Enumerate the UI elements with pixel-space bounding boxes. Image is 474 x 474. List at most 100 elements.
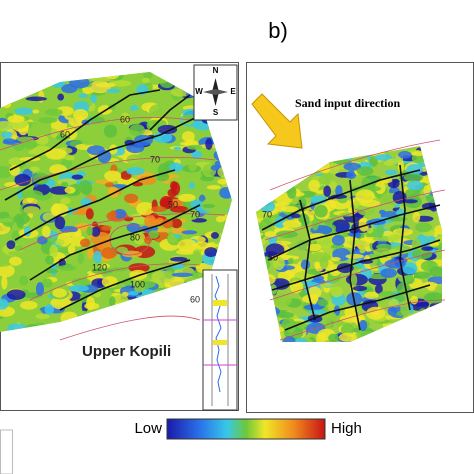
texture-blob xyxy=(85,208,94,220)
contour-label: 120 xyxy=(92,262,107,272)
texture-blob xyxy=(167,188,177,198)
texture-blob xyxy=(186,144,203,150)
texture-blob xyxy=(45,108,63,116)
texture-blob xyxy=(25,96,47,102)
texture-blob xyxy=(136,201,155,216)
texture-blob xyxy=(264,231,277,238)
texture-blob xyxy=(204,247,218,258)
contour-label: 80 xyxy=(130,232,140,242)
texture-blob xyxy=(406,180,424,191)
texture-blob xyxy=(161,218,174,229)
texture-blob xyxy=(44,304,55,315)
texture-blob xyxy=(81,119,90,125)
texture-blob xyxy=(0,298,9,310)
texture-blob xyxy=(178,193,196,202)
texture-blob xyxy=(437,242,442,252)
texture-blob xyxy=(111,295,129,304)
texture-blob xyxy=(42,278,53,288)
texture-blob xyxy=(179,141,197,146)
texture-blob xyxy=(133,231,146,245)
contours xyxy=(0,116,446,341)
texture-blob xyxy=(359,246,366,254)
texture-blob xyxy=(396,228,404,235)
texture-blob xyxy=(91,226,101,237)
texture-blob xyxy=(415,222,432,233)
texture-blob xyxy=(385,169,398,176)
texture-blob xyxy=(287,257,295,265)
formation-label: Upper Kopili xyxy=(82,343,171,360)
texture-blob xyxy=(319,255,329,270)
panel-label: b) xyxy=(268,18,288,43)
texture-blob xyxy=(314,204,328,218)
texture-blob xyxy=(290,213,301,219)
texture-blob xyxy=(144,215,157,228)
texture-blob xyxy=(45,148,67,160)
texture-blob xyxy=(148,230,160,239)
texture-blob xyxy=(374,284,383,294)
texture-blob xyxy=(421,246,434,251)
texture-blob xyxy=(366,306,386,320)
texture-blob xyxy=(217,178,228,185)
texture-blob xyxy=(54,216,66,230)
texture-blob xyxy=(86,296,95,311)
contour-label: 70 xyxy=(150,154,160,164)
texture-blob xyxy=(182,114,194,119)
contour-label: 60 xyxy=(60,129,70,139)
texture-blob xyxy=(14,107,34,115)
texture-blob xyxy=(308,286,322,299)
texture-blob xyxy=(73,108,89,121)
texture-blob xyxy=(164,269,175,279)
texture-blob xyxy=(387,306,397,316)
texture-blob xyxy=(307,309,327,315)
texture-blob xyxy=(126,167,145,176)
texture-blob xyxy=(347,239,367,245)
texture-blob xyxy=(318,174,329,185)
texture-blob xyxy=(46,268,59,274)
texture-blob xyxy=(29,166,40,172)
texture-blob xyxy=(106,88,121,94)
texture-blob xyxy=(340,323,355,336)
texture-blob xyxy=(64,155,75,161)
texture-blob xyxy=(206,185,221,190)
texture-blob xyxy=(13,213,31,225)
texture-blob xyxy=(121,250,143,258)
contour-label: 60 xyxy=(190,294,200,304)
texture-blob xyxy=(87,145,105,156)
texture-blob xyxy=(202,203,216,209)
texture-blob xyxy=(280,206,299,213)
texture-blob xyxy=(6,289,26,300)
texture-blob xyxy=(378,209,386,215)
texture-blob xyxy=(344,306,358,318)
texture-blob xyxy=(412,211,421,223)
texture-blob xyxy=(90,94,97,104)
texture-blob xyxy=(411,238,421,249)
texture-blob xyxy=(423,185,431,196)
texture-blob xyxy=(373,248,393,257)
colorbar-high: High xyxy=(331,420,362,437)
texture-blob xyxy=(52,288,67,298)
texture-blob xyxy=(109,296,116,308)
texture-blob xyxy=(191,150,203,159)
texture-blob xyxy=(7,115,25,123)
texture-blob xyxy=(380,268,397,278)
texture-blob xyxy=(71,277,91,287)
texture-blob xyxy=(1,275,8,290)
input-arrow xyxy=(251,93,303,149)
texture-blob xyxy=(99,263,111,269)
texture-blob xyxy=(388,298,399,308)
texture-blob xyxy=(35,282,45,297)
texture-blob xyxy=(426,293,436,302)
texture-blob xyxy=(58,264,77,271)
texture-blob xyxy=(8,256,22,266)
texture-blob xyxy=(140,280,156,289)
texture-blob xyxy=(8,157,24,167)
texture-blob xyxy=(429,266,442,277)
texture-blob xyxy=(355,189,375,204)
texture-blob xyxy=(272,293,292,307)
texture-blob xyxy=(126,143,145,154)
texture-blob xyxy=(364,291,379,300)
texture-blob xyxy=(20,300,38,310)
texture-blob xyxy=(113,208,127,219)
texture-blob xyxy=(59,197,71,205)
